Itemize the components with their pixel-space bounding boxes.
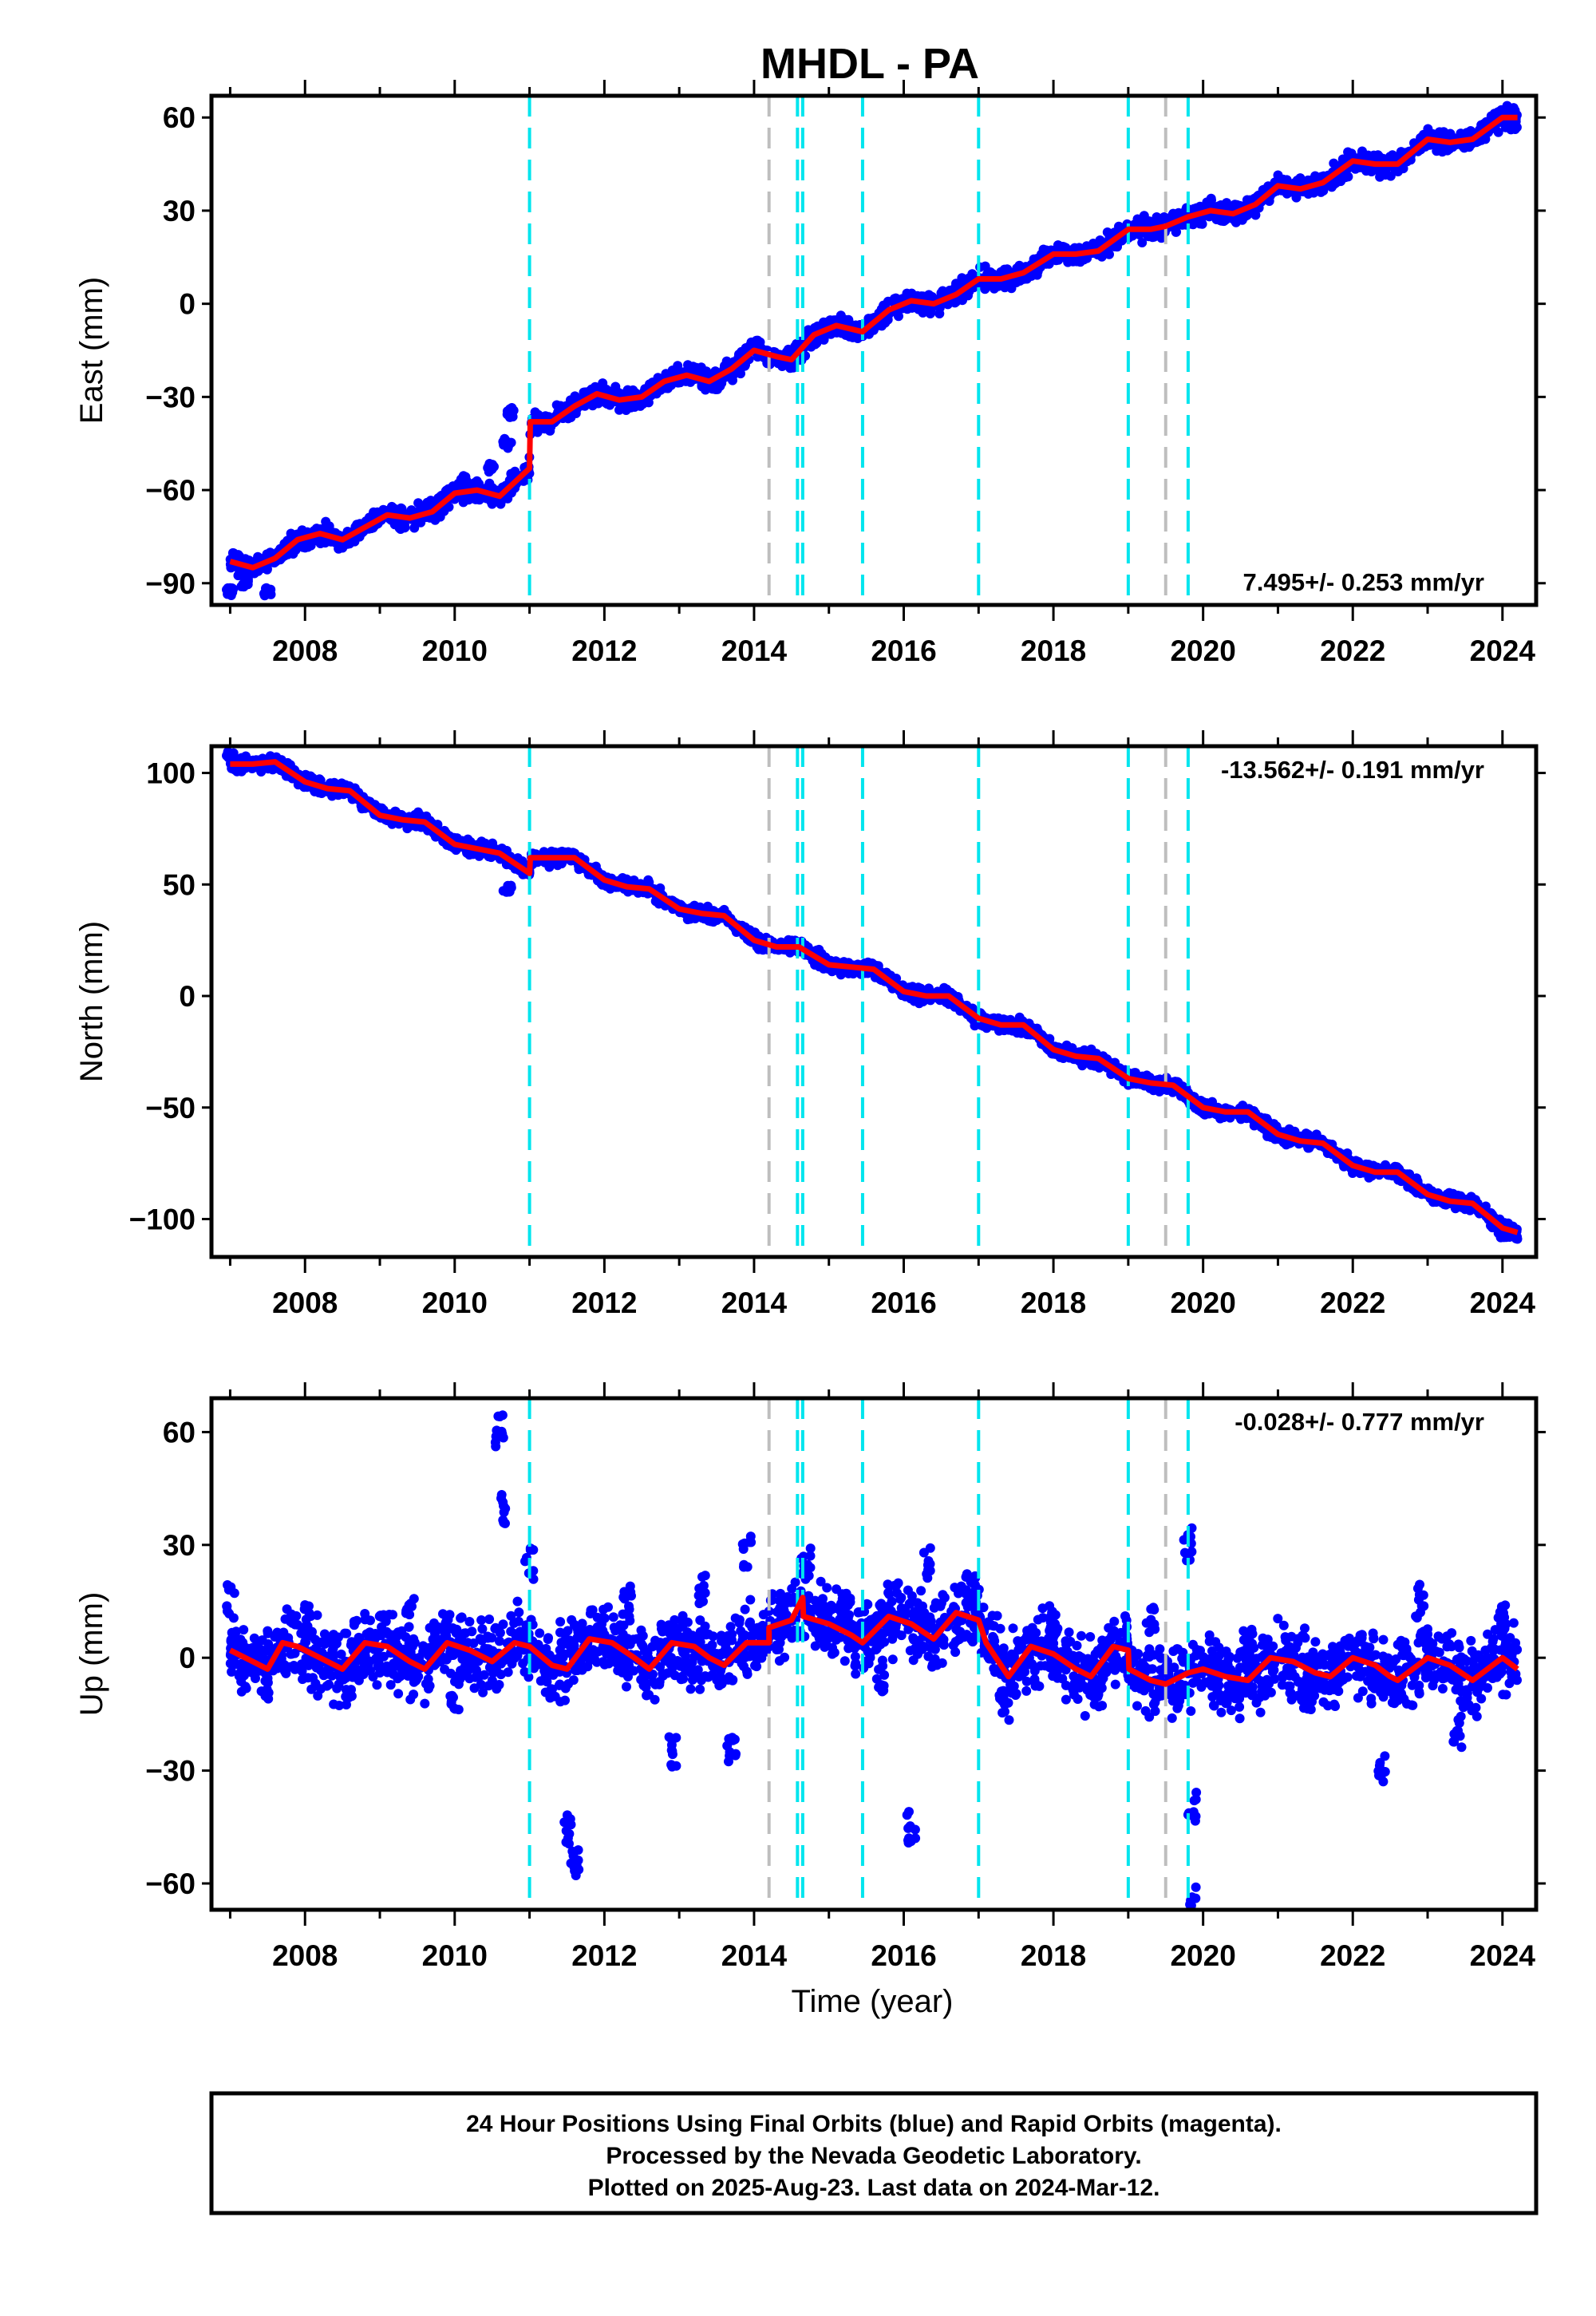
chart-title: MHDL - PA <box>760 40 979 88</box>
data-point <box>1152 212 1162 222</box>
data-point <box>1041 245 1052 255</box>
data-point <box>266 584 275 595</box>
data-point <box>1032 270 1042 280</box>
data-point <box>421 811 432 821</box>
data-point <box>844 330 854 340</box>
east-x-tick-2016: 2016 <box>871 634 936 667</box>
data-point <box>474 479 484 489</box>
data-point <box>227 583 238 594</box>
data-point <box>1463 141 1473 152</box>
data-point <box>728 370 738 381</box>
data-point <box>1511 122 1522 132</box>
data-point <box>934 309 945 318</box>
data-point <box>1250 210 1261 220</box>
data-point <box>810 339 820 350</box>
east-x-tick-2010: 2010 <box>422 634 488 667</box>
data-point <box>350 536 360 547</box>
data-point <box>1139 211 1149 221</box>
east-frame <box>209 93 1539 607</box>
east-y-tick-30: 30 <box>163 195 196 227</box>
data-point <box>434 511 444 521</box>
data-point <box>836 310 846 321</box>
east-rate-label: 7.495+/- 0.253 mm/yr <box>1243 568 1484 596</box>
data-point <box>788 362 798 373</box>
data-point <box>416 517 426 528</box>
data-point <box>913 982 923 993</box>
data-point <box>1376 168 1385 179</box>
east-y-axis-label: East (mm) <box>74 277 109 424</box>
data-point <box>750 927 760 938</box>
east-y-tick-30: −30 <box>145 381 196 413</box>
east-x-tick-2012: 2012 <box>571 634 637 667</box>
east-model-line <box>229 114 1518 571</box>
data-point <box>1357 146 1367 156</box>
east-x-tick-2014: 2014 <box>721 634 788 667</box>
data-point <box>555 401 566 411</box>
data-point <box>1311 1131 1321 1140</box>
data-point <box>1001 280 1012 290</box>
data-point <box>1078 1059 1088 1069</box>
data-point <box>655 883 666 893</box>
data-point <box>1278 1137 1289 1148</box>
data-point <box>628 385 638 395</box>
data-point <box>571 409 581 418</box>
east-plot-area <box>222 96 1522 605</box>
data-point <box>1137 238 1148 247</box>
data-point <box>1258 185 1268 195</box>
data-point <box>1329 179 1339 189</box>
data-point <box>812 321 823 331</box>
data-point <box>433 493 444 504</box>
data-point <box>602 399 612 409</box>
east-x-tick-2020: 2020 <box>1170 634 1235 667</box>
data-point <box>753 335 763 346</box>
data-point <box>580 387 591 397</box>
data-point <box>227 547 238 558</box>
data-point <box>234 765 244 774</box>
data-point <box>394 523 405 533</box>
data-point <box>980 284 990 294</box>
data-point <box>1022 272 1033 283</box>
east-x-tick-2008: 2008 <box>272 634 338 667</box>
data-point <box>1060 243 1070 253</box>
data-point <box>440 486 451 496</box>
data-point <box>321 524 331 535</box>
data-point <box>1507 105 1518 115</box>
data-point <box>342 539 353 549</box>
data-point <box>618 401 628 412</box>
east-y-tick-90: −90 <box>145 567 196 600</box>
data-point <box>532 427 543 437</box>
east-x-tick-2018: 2018 <box>1021 634 1086 667</box>
data-point <box>503 493 513 504</box>
data-point <box>688 362 698 372</box>
east-y-tick-60: −60 <box>145 474 196 507</box>
data-point <box>240 578 251 588</box>
east-y-tick-0: 0 <box>179 288 196 321</box>
east-x-tick-2024: 2024 <box>1470 634 1536 667</box>
east-y-tick-60: 60 <box>163 101 196 134</box>
north-plot-area <box>222 746 1523 1257</box>
data-point <box>1142 230 1152 240</box>
data-point <box>456 474 466 484</box>
data-point <box>503 443 513 453</box>
data-point <box>487 460 497 470</box>
data-point <box>506 410 516 421</box>
data-point <box>696 362 706 373</box>
data-point <box>667 366 678 377</box>
data-point <box>509 468 519 478</box>
data-point <box>1169 209 1179 219</box>
data-point <box>496 499 506 509</box>
data-point <box>790 342 800 352</box>
data-point <box>734 350 744 359</box>
data-point <box>711 385 721 394</box>
data-point <box>1207 196 1216 206</box>
data-point <box>1303 1143 1314 1153</box>
east-panel: −90 −60 −30 0 30 60 2008 2010 2012 2014 2016 2018 20… <box>74 80 1546 667</box>
east-x-tick-2022: 2022 <box>1320 634 1385 667</box>
data-point <box>296 540 306 551</box>
